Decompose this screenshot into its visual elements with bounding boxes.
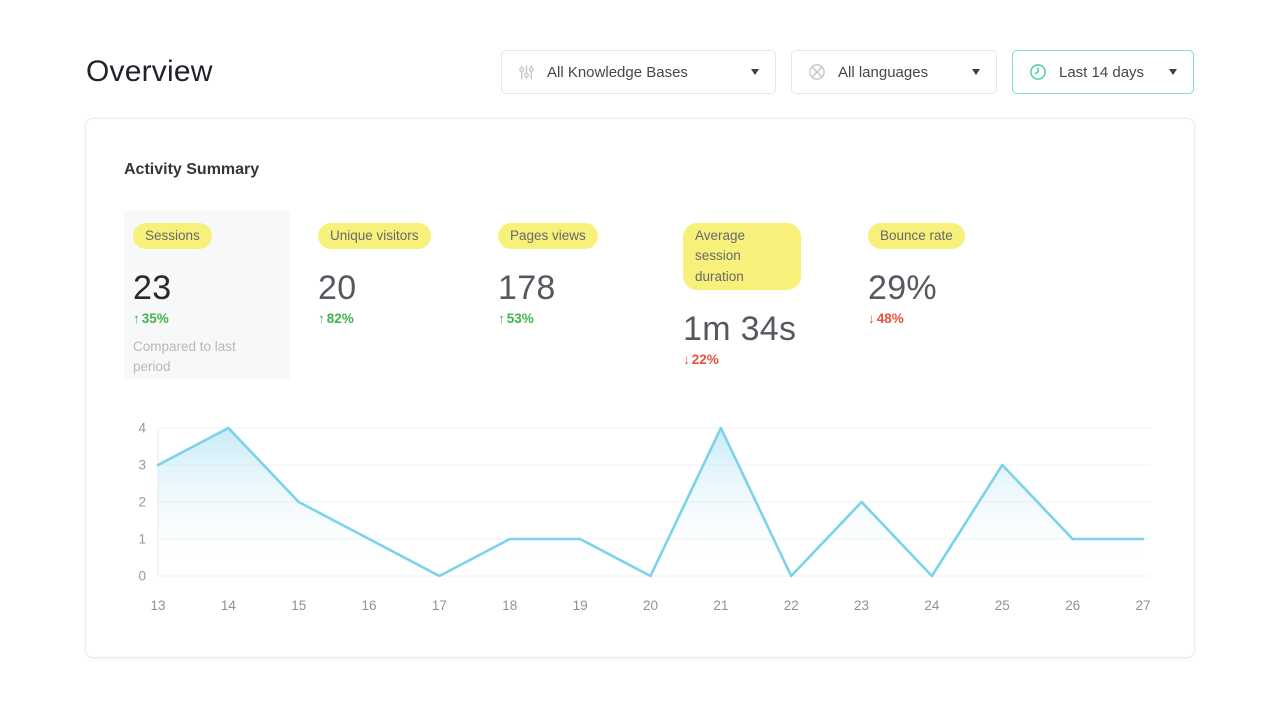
trend-down-icon: ↓ — [683, 351, 690, 367]
metric-delta: ↑ 35% — [133, 311, 281, 326]
y-axis-tick: 2 — [138, 495, 146, 510]
metric-delta: ↑ 82% — [318, 311, 470, 326]
sessions-area-chart: 0 1 2 3 4 13 14 15 16 17 18 19 20 21 22 23 24 25 26 27 — [124, 413, 1156, 618]
trend-down-icon: ↓ — [868, 311, 875, 327]
x-axis-tick: 20 — [643, 598, 658, 613]
metric-value: 20 — [318, 269, 357, 308]
x-axis-tick: 24 — [924, 598, 940, 613]
metric-value: 1m 34s — [683, 309, 797, 348]
x-axis-tick: 15 — [291, 598, 306, 613]
metric-delta: ↑ 53% — [498, 311, 655, 326]
activity-summary-card: Activity Summary Sessions 23 ↑ 35% Compar… — [85, 118, 1195, 658]
x-axis-tick: 16 — [362, 598, 377, 613]
page-title: Overview — [86, 55, 213, 88]
date-range-dropdown[interactable]: Last 14 days — [1012, 50, 1194, 94]
metrics-row: Sessions 23 ↑ 35% Compared to last period… — [124, 211, 1156, 379]
delta-percent: 53% — [506, 311, 534, 327]
clock-icon — [1029, 63, 1047, 81]
trend-up-icon: ↑ — [498, 311, 505, 327]
x-axis-tick: 23 — [854, 598, 869, 613]
delta-percent: 22% — [691, 351, 719, 367]
page-header: Overview All Knowledge Bases All languag… — [0, 0, 1280, 94]
languages-dropdown[interactable]: All languages — [791, 50, 997, 94]
card-title: Activity Summary — [124, 161, 260, 178]
delta-percent: 35% — [141, 311, 169, 327]
chevron-down-icon — [1169, 69, 1177, 75]
languages-value: All languages — [838, 63, 929, 81]
metric-delta: ↓ 22% — [683, 352, 840, 367]
x-axis-tick: 14 — [221, 598, 237, 613]
chevron-down-icon — [751, 69, 759, 75]
knowledge-bases-value: All Knowledge Bases — [547, 63, 688, 81]
chevron-down-icon — [972, 69, 980, 75]
y-axis-tick: 3 — [138, 458, 146, 473]
sliders-icon — [518, 64, 535, 81]
delta-percent: 48% — [876, 311, 904, 327]
metric-value: 23 — [133, 269, 172, 308]
x-axis-tick: 19 — [573, 598, 588, 613]
x-axis-tick: 21 — [713, 598, 728, 613]
delta-percent: 82% — [326, 311, 354, 327]
metric-label: Pages views — [498, 223, 598, 250]
metric-value: 178 — [498, 269, 556, 308]
knowledge-bases-dropdown[interactable]: All Knowledge Bases — [501, 50, 776, 94]
date-range-value: Last 14 days — [1059, 63, 1145, 81]
metric-pages-views[interactable]: Pages views 178 ↑ 53% — [498, 211, 655, 379]
x-axis-tick: 25 — [995, 598, 1010, 613]
metric-value: 29% — [868, 269, 937, 308]
x-axis-tick: 27 — [1135, 598, 1150, 613]
y-axis-tick: 1 — [138, 532, 146, 547]
series-line — [156, 426, 1145, 578]
metric-unique-visitors[interactable]: Unique visitors 20 ↑ 82% — [318, 211, 470, 379]
metric-note: Compared to last period — [133, 339, 236, 374]
x-axis-tick: 22 — [784, 598, 799, 613]
trend-up-icon: ↑ — [318, 311, 325, 327]
trend-up-icon: ↑ — [133, 311, 140, 327]
x-axis-tick: 18 — [502, 598, 517, 613]
x-axis-tick: 13 — [150, 598, 165, 613]
globe-icon — [808, 63, 826, 81]
metric-label: Average session duration — [683, 223, 801, 290]
metric-label: Bounce rate — [868, 223, 965, 250]
metric-delta: ↓ 48% — [868, 311, 1038, 326]
metric-bounce-rate[interactable]: Bounce rate 29% ↓ 48% — [868, 211, 1038, 379]
x-axis-tick: 26 — [1065, 598, 1080, 613]
x-axis-tick: 17 — [432, 598, 447, 613]
y-axis-tick: 4 — [138, 421, 146, 436]
metric-label: Unique visitors — [318, 223, 431, 250]
metric-label: Sessions — [133, 223, 212, 250]
metric-sessions[interactable]: Sessions 23 ↑ 35% Compared to last period — [124, 211, 290, 379]
metric-avg-session-duration[interactable]: Average session duration 1m 34s ↓ 22% — [683, 211, 840, 379]
y-axis-tick: 0 — [138, 569, 146, 584]
filter-bar: All Knowledge Bases All languages — [501, 50, 1194, 94]
